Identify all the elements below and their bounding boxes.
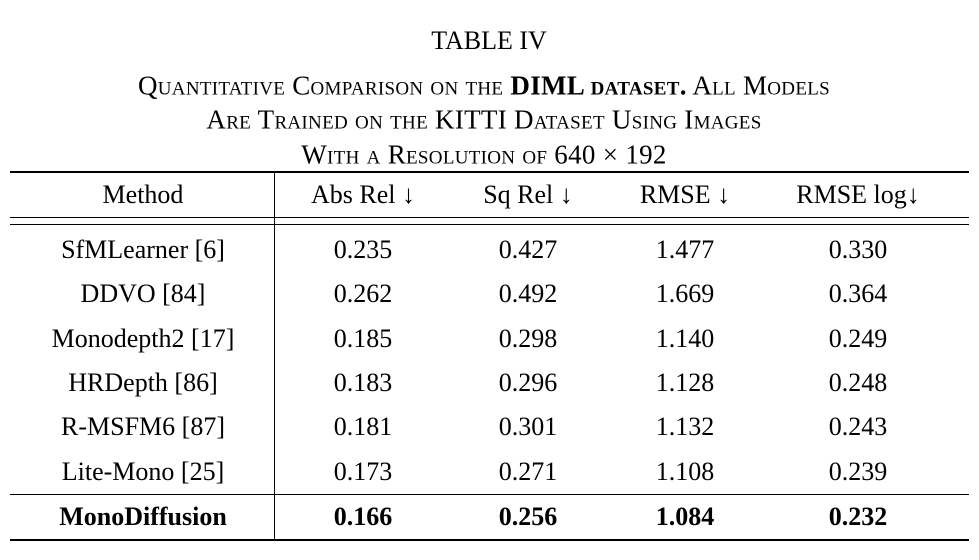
table-cell: 0.173 [333, 456, 393, 486]
table-title: TABLE IV [431, 26, 547, 55]
table-cell: 0.492 [498, 279, 558, 309]
best-cell: 0.232 [828, 502, 888, 531]
table-cell: R-MSFM6 [87] [61, 412, 225, 442]
table-cell: 0.262 [333, 279, 393, 309]
table-cell: 1.477 [655, 235, 715, 264]
table-cell: DDVO [84] [80, 279, 206, 309]
table-cell: 0.301 [498, 412, 558, 442]
table-cell: 0.330 [828, 235, 888, 264]
header-cell: Method [102, 180, 184, 209]
table-cell: HRDepth [86] [68, 367, 218, 397]
table-cell: 0.249 [828, 323, 888, 353]
table-cell: 1.140 [655, 323, 715, 353]
caption-bold: DIML dataset. [510, 70, 687, 101]
best-cell: 0.256 [498, 502, 558, 531]
caption-line: Are Trained on the KITTI Dataset Using I… [206, 104, 762, 135]
bottom-rule [10, 539, 969, 541]
best-rule [10, 494, 969, 495]
table-cell: 1.108 [655, 456, 715, 486]
caption-text: All Models [692, 70, 831, 101]
header-rule [10, 224, 969, 225]
table-cell: 0.243 [828, 412, 888, 442]
best-cell: 1.084 [655, 502, 715, 531]
table-cell: 0.185 [333, 323, 393, 353]
column-divider [274, 172, 275, 540]
table-cell: 0.181 [333, 412, 393, 442]
table-cell: 1.132 [655, 412, 715, 442]
header-cell: Abs Rel ↓ [311, 180, 415, 209]
top-rule [10, 171, 969, 173]
header-rule [10, 217, 969, 218]
table-cell: 0.183 [333, 367, 393, 397]
caption-line: Quantitative Comparison on the DIML data… [138, 71, 830, 102]
table-cell: Monodepth2 [17] [51, 323, 235, 353]
table-cell: 0.248 [828, 367, 888, 397]
table-cell: 0.364 [828, 279, 888, 309]
table-cell: 0.235 [333, 235, 393, 264]
table-cell: 0.296 [498, 367, 558, 397]
table-cell: 0.271 [498, 456, 558, 486]
table-cell: 1.669 [655, 279, 715, 309]
table-cell: SfMLearner [6] [61, 235, 225, 264]
table-cell: 0.239 [828, 456, 888, 486]
best-cell: 0.166 [333, 502, 393, 531]
table-cell: 0.298 [498, 323, 558, 353]
caption-text: Quantitative Comparison on the [137, 70, 504, 101]
best-cell: MonoDiffusion [59, 502, 227, 531]
table-cell: Lite-Mono [25] [61, 456, 225, 486]
header-cell: RMSE log↓ [796, 180, 920, 209]
caption-line: With a Resolution of 640 × 192 [301, 139, 667, 170]
header-cell: Sq Rel ↓ [483, 180, 573, 209]
table-cell: 1.128 [655, 367, 715, 397]
table-cell: 0.427 [498, 235, 558, 264]
header-cell: RMSE ↓ [639, 180, 731, 209]
